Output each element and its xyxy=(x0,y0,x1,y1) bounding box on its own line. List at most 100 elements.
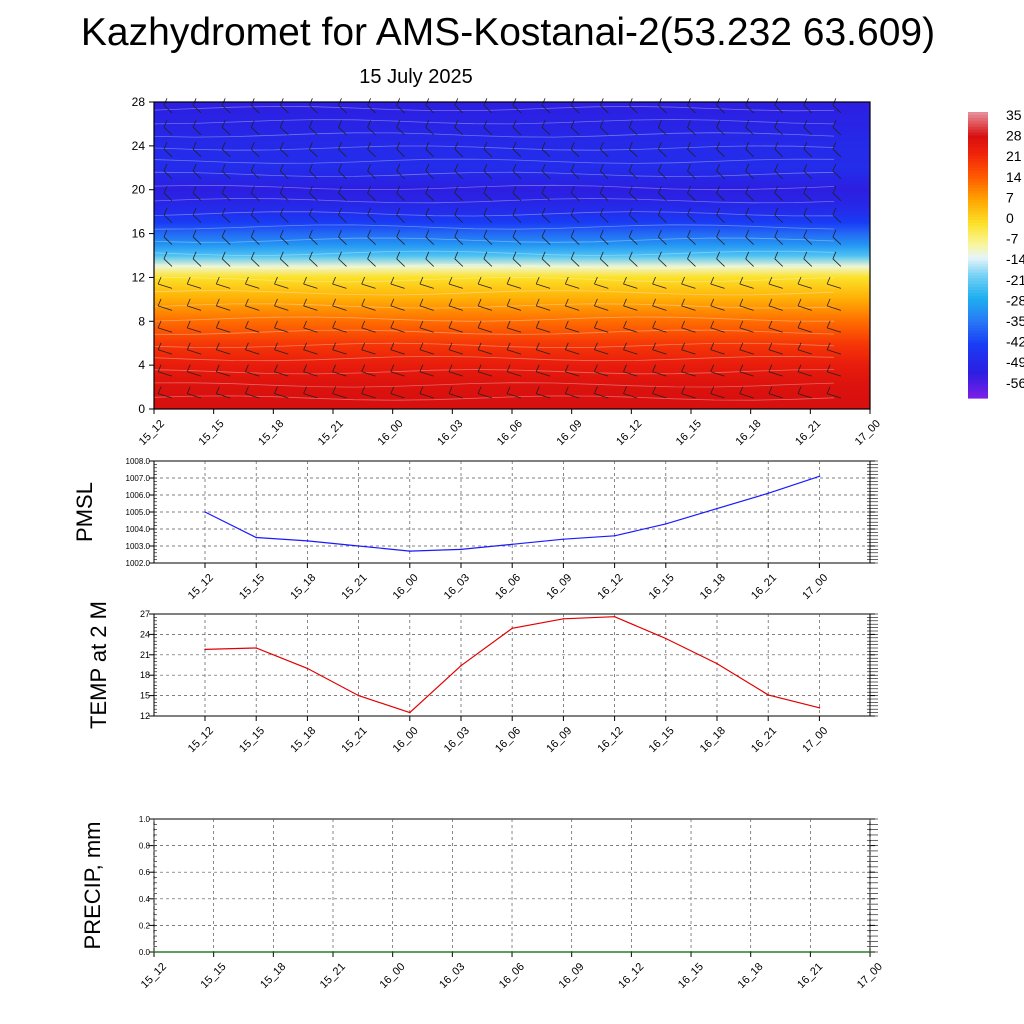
wind-barb-flag xyxy=(163,163,168,172)
colorbar-swatch xyxy=(968,278,988,282)
wind-barb xyxy=(187,327,202,333)
wind-barb-flag xyxy=(157,342,162,350)
y-tick-label: 18 xyxy=(140,670,150,680)
data-point xyxy=(767,492,769,495)
data-point xyxy=(460,664,462,667)
wind-barb xyxy=(396,105,405,114)
wind-barb xyxy=(221,105,231,114)
wind-barb-flag xyxy=(419,276,424,285)
x-tick-label: 15_18 xyxy=(288,572,318,602)
colorbar-swatch xyxy=(968,144,988,148)
isoline xyxy=(153,342,835,349)
colorbar-swatch xyxy=(968,249,988,253)
wind-barb xyxy=(652,327,667,333)
wind-barb xyxy=(687,170,696,180)
wind-barb xyxy=(280,236,289,245)
wind-barb-flag xyxy=(221,163,226,172)
wind-barb-flag xyxy=(303,364,307,372)
wind-barb xyxy=(826,371,842,377)
y-tick-label: 27 xyxy=(140,609,150,619)
wind-barb xyxy=(745,214,754,223)
wind-barb xyxy=(600,148,609,158)
data-point xyxy=(562,618,565,620)
wind-barb-flag xyxy=(512,185,517,194)
wind-barb-flag xyxy=(186,364,191,372)
data-point xyxy=(212,951,215,953)
wind-barb-flag xyxy=(367,229,371,238)
wind-barb-flag xyxy=(658,207,662,216)
wind-barb xyxy=(687,192,696,201)
data-point xyxy=(357,545,360,547)
wind-barb-flag xyxy=(716,207,720,216)
wind-barb xyxy=(274,305,289,311)
wind-barb-flag xyxy=(454,207,459,216)
wind-barb xyxy=(565,371,580,377)
wind-barb xyxy=(803,236,813,245)
wind-barb xyxy=(506,393,522,399)
wind-barb-flag xyxy=(681,276,685,285)
x-tick-label: 16_15 xyxy=(647,725,677,755)
wind-barb-flag xyxy=(826,386,831,394)
x-tick-label: 16_00 xyxy=(377,961,407,991)
y-axis-label: PMSL xyxy=(72,482,97,542)
wind-barb xyxy=(710,283,725,289)
colorbar-swatch xyxy=(968,377,988,382)
wind-barb-flag xyxy=(221,251,226,259)
isoline xyxy=(153,355,835,362)
wind-barb-flag xyxy=(535,386,540,394)
wind-barb xyxy=(565,349,580,355)
wind-barb xyxy=(216,283,231,289)
colorbar-label: -35 xyxy=(1006,313,1024,329)
wind-barb-flag xyxy=(192,251,197,259)
colorbar-swatch xyxy=(968,272,988,277)
wind-barb xyxy=(309,214,318,223)
x-tick-label: 16_12 xyxy=(614,418,644,448)
wind-barb-flag xyxy=(623,342,627,350)
colorbar-swatch xyxy=(968,339,988,344)
wind-barb-flag xyxy=(338,163,342,172)
wind-barb-flag xyxy=(157,276,162,285)
wind-barb-flag xyxy=(716,229,720,238)
wind-barb-flag xyxy=(512,142,517,150)
wind-barb xyxy=(419,283,434,289)
wind-barb xyxy=(280,192,289,201)
wind-barb xyxy=(803,192,813,201)
colorbar-swatch xyxy=(968,112,988,116)
wind-barb xyxy=(157,283,173,289)
wind-barb xyxy=(390,349,405,355)
wind-barb xyxy=(745,236,754,245)
wind-barb-flag xyxy=(541,251,546,259)
wind-barb xyxy=(652,305,667,311)
colorbar-swatch xyxy=(968,123,988,128)
wind-barb xyxy=(280,148,289,158)
x-tick-label: 16_15 xyxy=(647,572,677,602)
wind-barb-flag xyxy=(396,185,401,194)
wind-barb-flag xyxy=(599,207,604,216)
wind-barb xyxy=(658,192,667,201)
wind-barb-flag xyxy=(425,142,430,150)
wind-barb-flag xyxy=(192,142,197,150)
data-point xyxy=(460,548,462,551)
wind-barb-flag xyxy=(396,120,401,128)
colorbar-swatch xyxy=(968,354,988,358)
wind-barb-flag xyxy=(658,251,662,259)
wind-barb-flag xyxy=(477,364,482,372)
wind-barb-flag xyxy=(681,320,685,329)
wind-barb-flag xyxy=(338,207,342,216)
wind-barb-flag xyxy=(163,251,168,259)
wind-barb xyxy=(570,105,580,114)
wind-barb-flag xyxy=(483,163,488,172)
wind-barb xyxy=(280,127,289,136)
wind-barb-flag xyxy=(309,163,313,172)
colorbar-swatch xyxy=(968,158,988,163)
wind-barb-flag xyxy=(599,163,604,172)
wind-barb-flag xyxy=(826,298,831,307)
y-tick-label: 1002.0 xyxy=(126,559,151,568)
wind-barb xyxy=(745,148,754,158)
wind-barb xyxy=(739,349,754,355)
x-tick-label: 16_03 xyxy=(442,725,472,755)
wind-barb-flag xyxy=(338,229,342,238)
wind-barb-flag xyxy=(797,276,802,285)
wind-barb xyxy=(192,236,202,245)
wind-barb xyxy=(163,127,173,136)
